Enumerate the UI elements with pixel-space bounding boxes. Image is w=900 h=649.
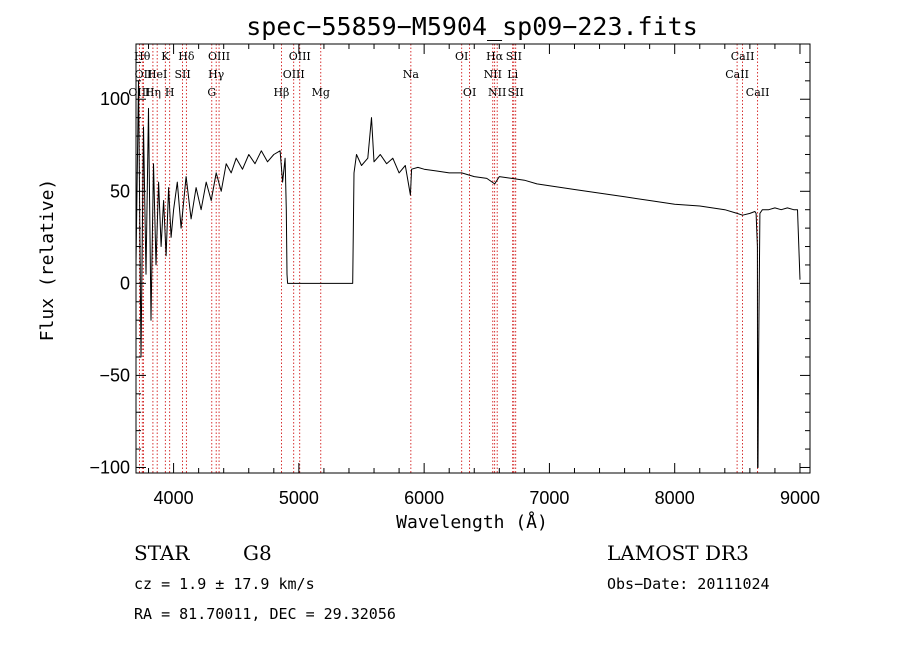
- x-tick-label: 8000: [655, 488, 695, 508]
- plot-frame: [135, 43, 811, 474]
- redshift-readout: cz = 1.9 ± 17.9 km/s: [134, 575, 315, 593]
- chart-title: spec−55859−M5904_sp09−223.fits: [246, 12, 698, 41]
- emission-line-label: OIII: [208, 50, 230, 63]
- emission-line-label: Mg: [312, 86, 330, 99]
- emission-line-label: HeI: [147, 68, 167, 81]
- emission-line-label: SII: [174, 68, 190, 81]
- object-subclass: G8: [243, 541, 272, 565]
- emission-line-label: CaII: [731, 50, 755, 63]
- emission-line-label: Li: [507, 68, 518, 81]
- emission-line-label: OI: [455, 50, 468, 63]
- spectrum-line: [135, 80, 801, 468]
- emission-line-label: OIII: [128, 86, 150, 99]
- x-tick-label: 6000: [404, 488, 444, 508]
- emission-line-label: Hβ: [273, 86, 289, 99]
- spectrum-series: [135, 80, 801, 468]
- emission-line-label: SII: [508, 86, 524, 99]
- emission-line-label: CaII: [746, 86, 770, 99]
- emission-line-label: NII: [484, 68, 502, 81]
- object-class: STAR: [134, 541, 190, 565]
- survey-name: LAMOST DR3: [607, 541, 749, 565]
- y-tick-label: −50: [99, 365, 130, 385]
- emission-line-label: Hδ: [178, 50, 195, 63]
- emission-line-label: Hθ: [134, 50, 151, 63]
- y-tick-label: 50: [110, 181, 130, 201]
- x-tick-label: 7000: [529, 488, 569, 508]
- emission-line-label: OI: [463, 86, 476, 99]
- emission-line-markers: [138, 44, 759, 473]
- emission-line-label: OII: [135, 68, 153, 81]
- emission-line-label: SII: [506, 50, 522, 63]
- obs-date: Obs−Date: 20111024: [607, 575, 770, 593]
- emission-line-label: Na: [403, 68, 420, 81]
- x-axis-label: Wavelength (Å): [396, 511, 548, 533]
- y-tick-label: 100: [100, 89, 130, 109]
- x-tick-label: 5000: [279, 488, 319, 508]
- emission-line-label: OIII: [289, 50, 311, 63]
- emission-line-label: OIII: [283, 68, 305, 81]
- emission-line-label: Hα: [486, 50, 504, 63]
- emission-line-label: G: [207, 86, 216, 99]
- emission-line-labels: OIII Hθ OII Hη HeI K H SII Hδ G Hγ OIII Hβ OIII OIII Mg…: [128, 50, 769, 99]
- y-tick-label: 0: [120, 273, 130, 293]
- y-axis-ticks: 100 50 0 −50 −100: [89, 61, 810, 477]
- emission-line-label: K: [161, 50, 170, 63]
- x-tick-label: 9000: [780, 488, 820, 508]
- emission-line-label: Hη: [145, 86, 161, 99]
- emission-line-label: Hγ: [208, 68, 225, 81]
- emission-line-label: CaII: [725, 68, 749, 81]
- emission-line-label: NII: [488, 86, 506, 99]
- x-axis-ticks: 4000 5000 6000 7000 8000 9000: [148, 44, 820, 508]
- y-axis-label: Flux (relative): [37, 179, 58, 342]
- x-tick-label: 4000: [154, 488, 194, 508]
- y-tick-label: −100: [89, 457, 130, 477]
- emission-line-label: H: [165, 86, 175, 99]
- coordinates-readout: RA = 81.70011, DEC = 29.32056: [134, 605, 396, 623]
